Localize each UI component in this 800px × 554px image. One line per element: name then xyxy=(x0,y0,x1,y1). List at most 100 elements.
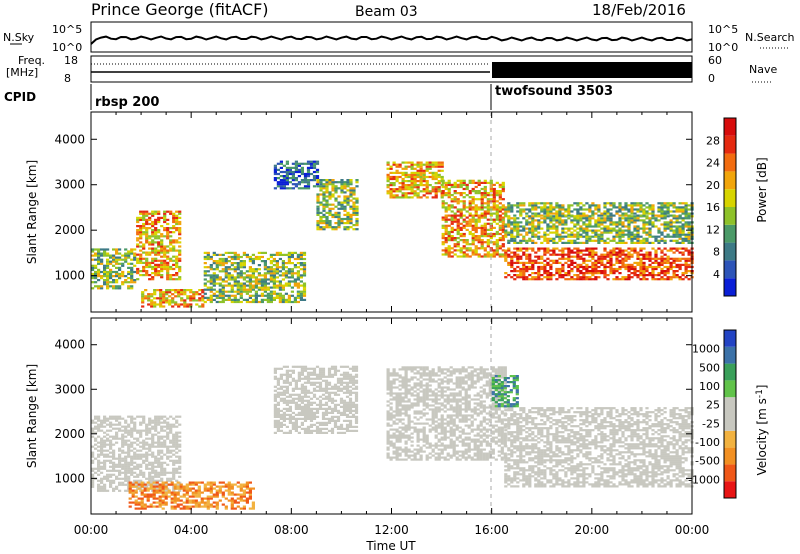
power-cell xyxy=(531,219,535,222)
power-cell xyxy=(618,265,622,269)
power-cell xyxy=(462,253,466,256)
velocity-cell xyxy=(127,449,131,452)
power-cell xyxy=(648,221,652,224)
power-cell xyxy=(296,278,300,281)
power-cell xyxy=(296,300,300,304)
velocity-cell xyxy=(221,503,225,506)
velocity-cell xyxy=(161,487,165,490)
power-cell xyxy=(546,206,550,209)
power-cell xyxy=(272,270,276,273)
power-cell xyxy=(349,226,353,229)
velocity-cell xyxy=(91,461,95,464)
freq-label: Freq. xyxy=(18,54,45,67)
power-cell xyxy=(166,231,170,234)
power-cell xyxy=(501,239,505,242)
power-cell xyxy=(416,180,420,183)
velocity-cell xyxy=(157,421,161,424)
power-cell xyxy=(450,183,454,186)
power-cell xyxy=(552,212,556,215)
power-cell xyxy=(269,272,273,275)
power-cell xyxy=(504,210,508,213)
power-cell xyxy=(663,217,667,220)
power-cell xyxy=(618,251,622,254)
power-cell xyxy=(645,202,649,205)
power-cell xyxy=(480,181,484,184)
power-cell xyxy=(130,275,134,278)
power-cell xyxy=(288,172,292,176)
power-cell xyxy=(666,227,670,230)
power-cell xyxy=(465,222,469,225)
velocity-cell xyxy=(109,473,113,476)
power-cell xyxy=(630,231,634,234)
power-cell xyxy=(160,259,164,262)
velocity-cell xyxy=(139,473,143,476)
velocity-cell xyxy=(230,503,234,506)
power-cell xyxy=(588,270,592,273)
power-cell xyxy=(139,241,143,244)
power-cell xyxy=(678,225,682,228)
power-cell xyxy=(555,214,559,217)
power-cell xyxy=(666,278,670,281)
power-cell xyxy=(159,305,163,308)
power-cell xyxy=(334,228,338,231)
power-cell xyxy=(579,208,583,211)
power-cell xyxy=(171,297,175,300)
power-cell xyxy=(522,263,526,266)
power-cell xyxy=(109,281,113,284)
power-cell xyxy=(543,270,547,273)
power-cell xyxy=(278,270,282,273)
power-cell xyxy=(651,257,655,260)
velocity-cell xyxy=(146,493,150,496)
power-cell xyxy=(525,219,529,222)
power-cell xyxy=(489,237,493,240)
power-cell xyxy=(242,284,246,287)
velocity-cell xyxy=(178,475,182,478)
velocity-cell xyxy=(206,503,210,506)
velocity-cell xyxy=(157,417,161,420)
power-cell xyxy=(352,205,356,208)
power-cell xyxy=(331,181,335,184)
power-cell xyxy=(306,185,311,188)
power-cell xyxy=(495,241,499,244)
power-cell xyxy=(681,227,685,230)
power-cell xyxy=(558,223,562,226)
power-cell xyxy=(124,248,128,251)
power-cell xyxy=(337,195,341,198)
velocity-cell xyxy=(248,493,252,496)
power-cell xyxy=(600,259,604,262)
power-cell xyxy=(666,221,670,224)
power-cell xyxy=(597,276,601,279)
power-cell xyxy=(675,259,679,262)
power-cell xyxy=(340,217,344,221)
power-cell xyxy=(459,194,463,197)
power-cell xyxy=(549,210,553,213)
power-cell xyxy=(178,210,182,213)
power-cell xyxy=(453,239,457,242)
power-cell xyxy=(166,267,170,271)
velocity-cell xyxy=(100,419,104,422)
power-cell xyxy=(245,274,249,277)
power-cell xyxy=(633,274,637,277)
power-cell xyxy=(498,214,502,217)
velocity-cell xyxy=(128,489,132,492)
power-cell xyxy=(227,272,231,275)
power-cell xyxy=(474,214,478,217)
velocity-cell xyxy=(285,365,289,368)
power-cell xyxy=(570,204,574,207)
velocity-cell xyxy=(242,489,246,492)
velocity-cell xyxy=(145,459,149,462)
power-cell xyxy=(459,179,463,182)
power-cell xyxy=(395,171,399,174)
power-cell xyxy=(224,272,228,275)
power-cell xyxy=(498,202,502,205)
power-cell xyxy=(166,261,170,264)
power-cell xyxy=(291,177,295,180)
power-cell xyxy=(537,247,541,250)
velocity-cell xyxy=(148,437,152,440)
power-cell xyxy=(522,202,526,205)
power-cell xyxy=(215,290,219,293)
power-cell xyxy=(166,233,170,236)
power-cell xyxy=(251,253,255,256)
power-cell xyxy=(633,247,637,250)
power-cell xyxy=(349,222,353,225)
